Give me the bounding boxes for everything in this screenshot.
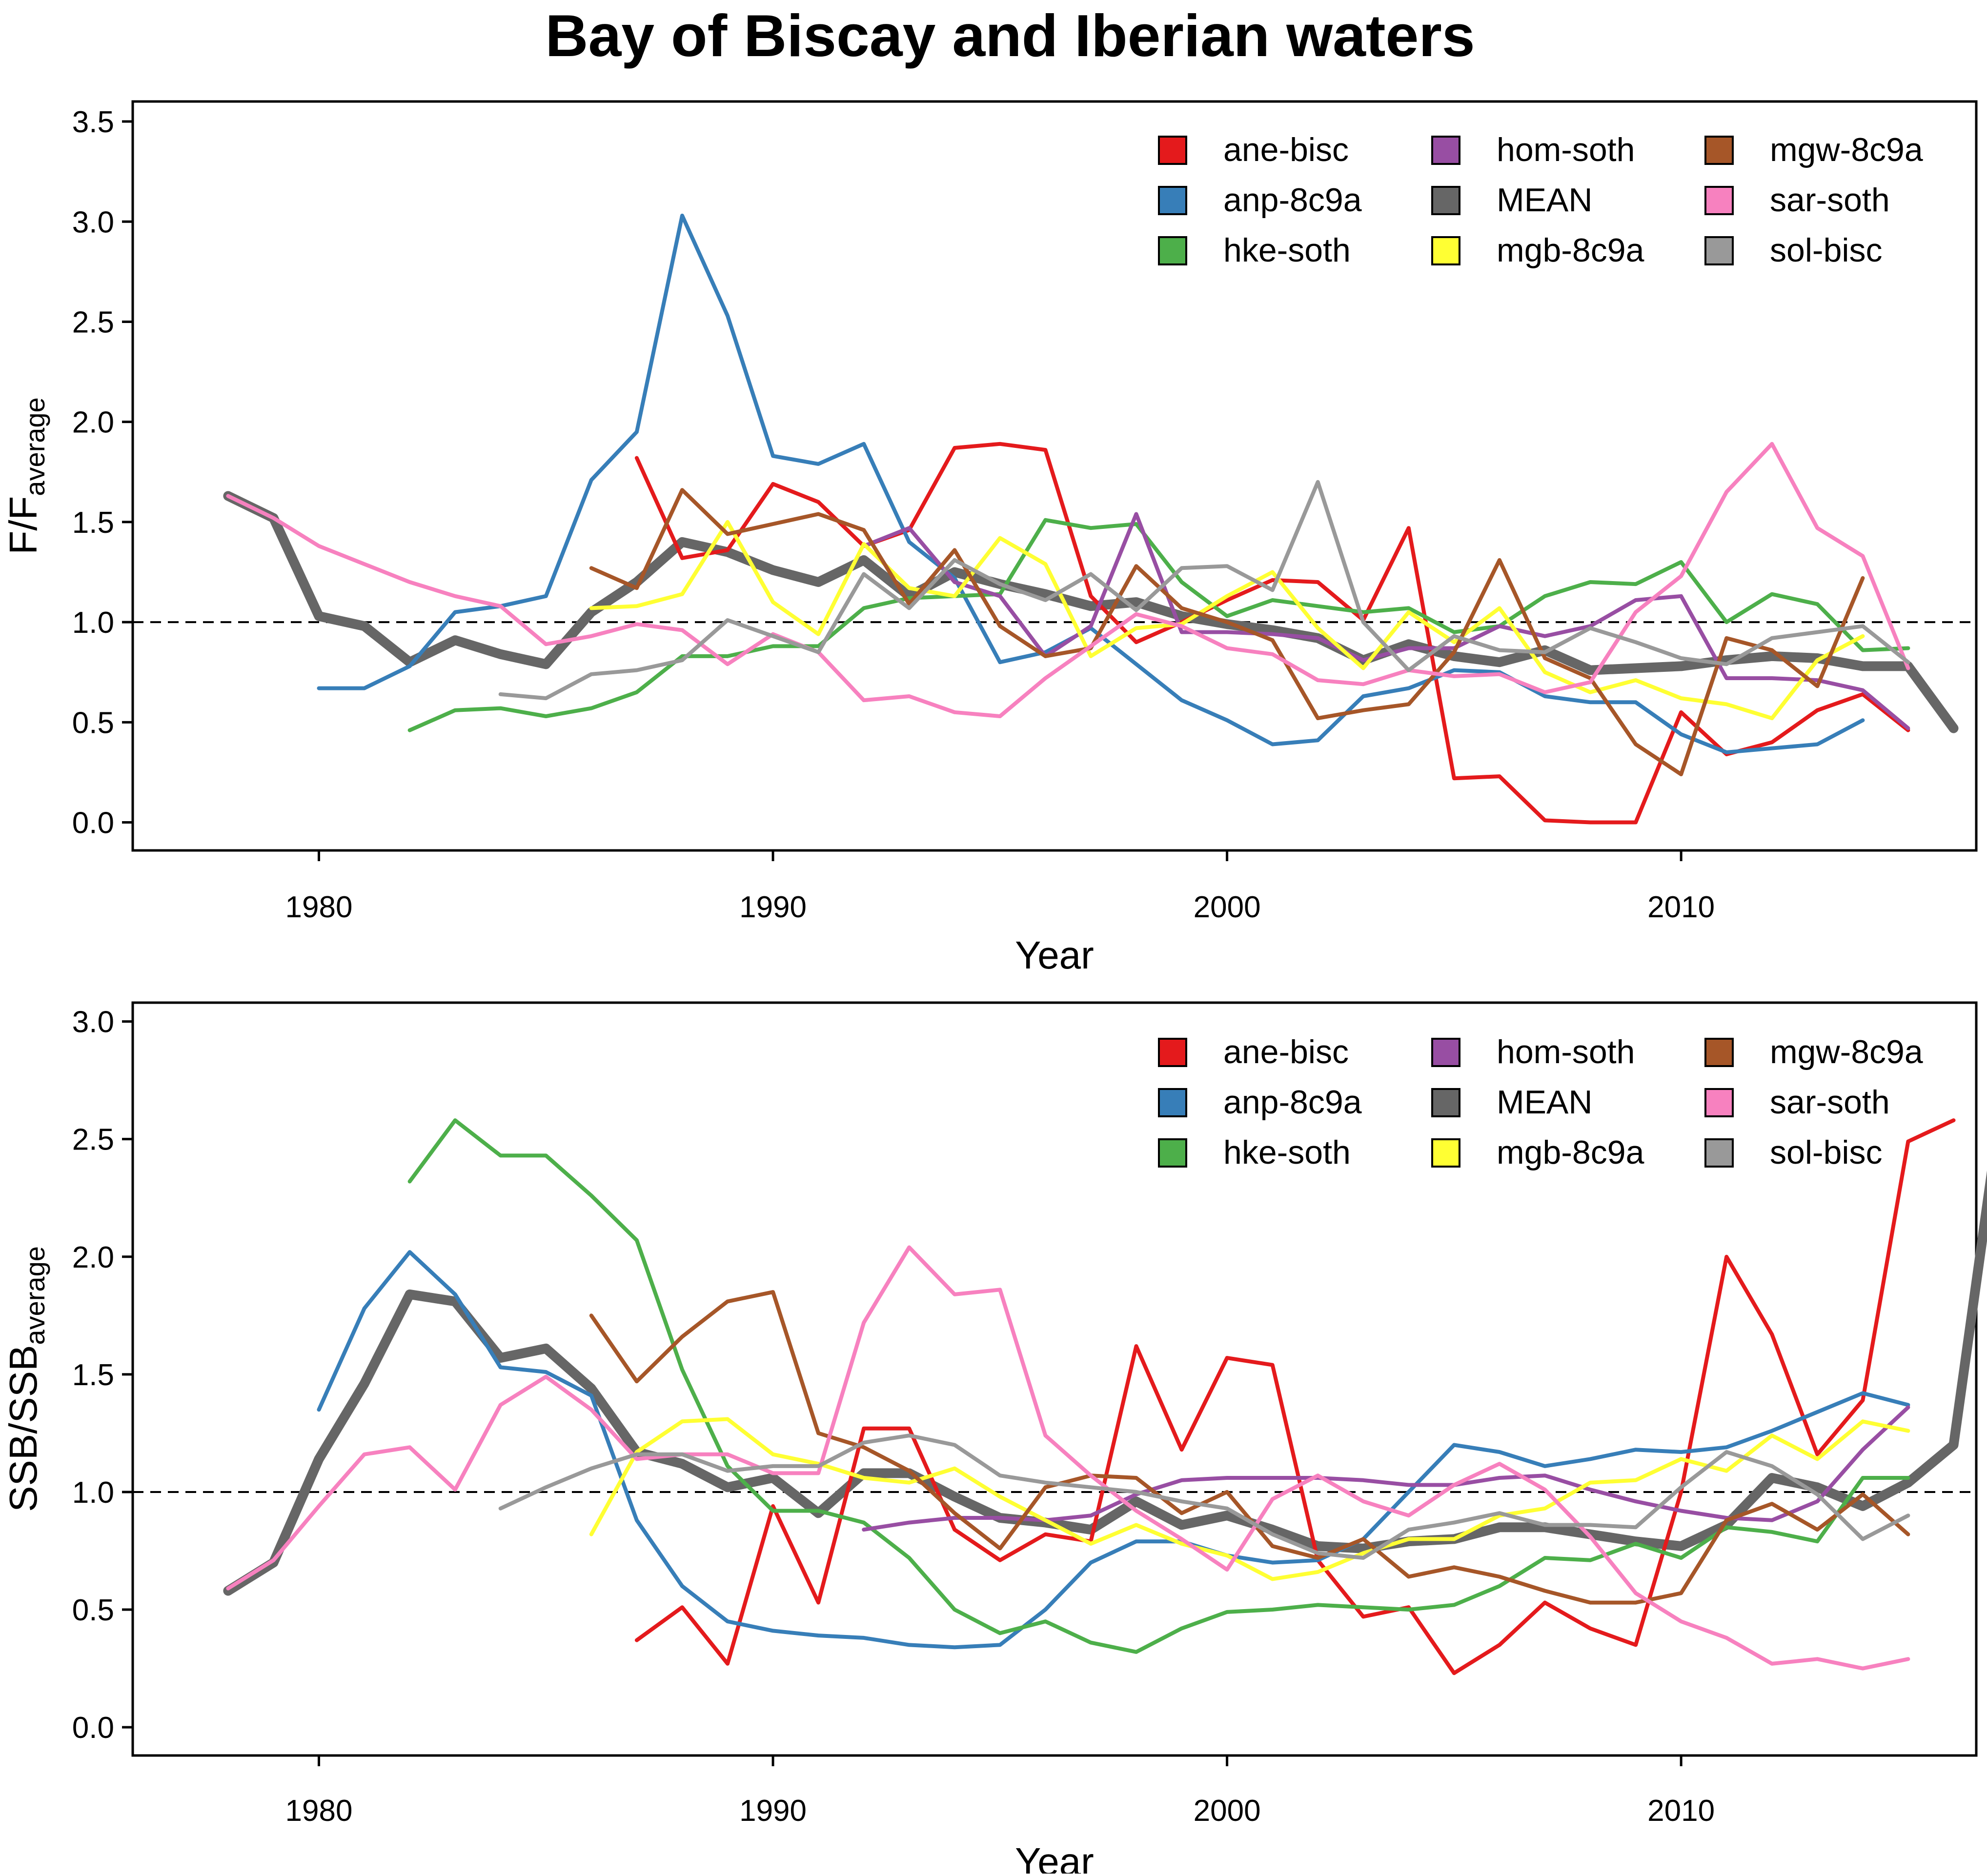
legend-label-sol-bisc: sol-bisc <box>1770 1134 1883 1171</box>
legend-swatch-sol-bisc <box>1704 1138 1734 1168</box>
legend-swatch-mean <box>1431 186 1460 215</box>
legend-swatch-hom-soth <box>1431 1038 1460 1067</box>
legend-label-mean: MEAN <box>1497 1084 1592 1121</box>
y-tick-label: 1.0 <box>72 1476 114 1510</box>
chart-panel-1: 0.0 0.5 1.0 1.5 2.0 2.5 3.0 3.5 1980 1990 2000 2010… <box>1 100 1978 977</box>
legend-swatch-sar-soth <box>1704 186 1734 215</box>
legend-swatch-mgw-8c9a <box>1704 136 1734 165</box>
y-tick-label: 2.0 <box>72 1241 114 1274</box>
legend-label-sar-soth: sar-soth <box>1770 1084 1890 1121</box>
x-tick-label: 1990 <box>739 890 807 924</box>
legend-swatch-mean <box>1431 1088 1460 1117</box>
series-line-mean <box>223 491 1959 733</box>
x-tick-label: 2010 <box>1647 890 1715 924</box>
legend-label-hke-soth: hke-soth <box>1223 232 1351 269</box>
legend-swatch-anp-8c9a <box>1158 186 1187 215</box>
y-tick-label: 2.5 <box>72 305 114 339</box>
y-tick-label: 2.0 <box>72 406 114 440</box>
y-tick-label: 0.5 <box>72 1594 114 1627</box>
x-tick-label: 2000 <box>1194 890 1261 924</box>
y-tick-label: 0.5 <box>72 706 114 740</box>
legend-swatch-sol-bisc <box>1704 236 1734 265</box>
legend-swatch-anp-8c9a <box>1158 1088 1187 1117</box>
x-tick-label: 1980 <box>285 1794 353 1828</box>
legend-label-hom-soth: hom-soth <box>1497 1033 1635 1070</box>
legend-swatch-mgb-8c9a <box>1431 1138 1460 1168</box>
y-axis-label: F/Faverage <box>1 397 50 554</box>
legend-label-anp-8c9a: anp-8c9a <box>1223 1084 1362 1121</box>
legend-swatch-ane-bisc <box>1158 136 1187 165</box>
legend-label-ane-bisc: ane-bisc <box>1223 1033 1349 1070</box>
series-line-mgw-8c9a <box>589 1290 1910 1605</box>
x-axis-label: Year <box>1015 933 1094 977</box>
legend: ane-bisc anp-8c9a hke-soth hom-soth MEAN mgb-… <box>1158 131 1923 269</box>
legend-label-mgb-8c9a: mgb-8c9a <box>1497 232 1644 269</box>
legend-label-hke-soth: hke-soth <box>1223 1134 1351 1171</box>
series-line-sar-soth <box>226 1245 1910 1671</box>
legend-label-hom-soth: hom-soth <box>1497 131 1635 168</box>
legend-swatch-sar-soth <box>1704 1088 1734 1117</box>
y-tick-label: 0.0 <box>72 1711 114 1745</box>
legend-label-sol-bisc: sol-bisc <box>1770 232 1883 269</box>
legend-label-mgb-8c9a: mgb-8c9a <box>1497 1134 1644 1171</box>
legend-label-sar-soth: sar-soth <box>1770 182 1890 219</box>
y-tick-label: 3.0 <box>72 1006 114 1039</box>
x-tick-label: 1980 <box>285 890 353 924</box>
series-line-hom-soth <box>862 512 1910 730</box>
legend-label-mgw-8c9a: mgw-8c9a <box>1770 131 1923 168</box>
y-tick-label: 2.5 <box>72 1123 114 1157</box>
legend-swatch-hke-soth <box>1158 1138 1187 1168</box>
series-line-mgb-8c9a <box>589 1417 1910 1581</box>
plot-frame <box>131 100 1978 852</box>
series-line-sar-soth <box>226 442 1910 718</box>
series-line-hke-soth <box>407 1118 1910 1654</box>
series-line-mean <box>223 1170 1987 1596</box>
series-line-sol-bisc <box>498 480 1910 701</box>
legend-label-ane-bisc: ane-bisc <box>1223 131 1349 168</box>
y-axis-label: SSB/SSBaverage <box>1 1246 50 1512</box>
x-tick-label: 1990 <box>739 1794 807 1828</box>
legend-swatch-mgb-8c9a <box>1431 236 1460 265</box>
series-line-anp-8c9a <box>317 1250 1910 1650</box>
y-tick-label: 3.0 <box>72 205 114 239</box>
plot-frame <box>131 1001 1978 1757</box>
series-line-mgb-8c9a <box>589 520 1865 721</box>
y-tick-label: 0.0 <box>72 807 114 840</box>
chart-panel-2: 0.0 0.5 1.0 1.5 2.0 2.5 3.0 1980 1990 2000 2010 Yea… <box>1 1001 1987 1876</box>
y-tick-label: 1.5 <box>72 1358 114 1392</box>
legend-swatch-hom-soth <box>1431 136 1460 165</box>
series-line-mgw-8c9a <box>589 488 1865 776</box>
legend-label-mgw-8c9a: mgw-8c9a <box>1770 1033 1923 1070</box>
y-tick-label: 3.5 <box>72 105 114 139</box>
y-tick-label: 1.5 <box>72 506 114 540</box>
legend: ane-bisc anp-8c9a hke-soth hom-soth MEAN mgb-… <box>1158 1033 1923 1171</box>
legend-label-mean: MEAN <box>1497 182 1592 219</box>
figure-title: Bay of Biscay and Iberian waters <box>545 2 1475 69</box>
legend-swatch-hke-soth <box>1158 236 1187 265</box>
series-line-ane-bisc <box>634 1118 1956 1675</box>
x-tick-label: 2000 <box>1194 1794 1261 1828</box>
x-axis-label: Year <box>1015 1840 1094 1874</box>
legend-swatch-ane-bisc <box>1158 1038 1187 1067</box>
legend-swatch-mgw-8c9a <box>1704 1038 1734 1067</box>
y-tick-label: 1.0 <box>72 606 114 640</box>
legend-label-anp-8c9a: anp-8c9a <box>1223 182 1362 219</box>
series-line-hke-soth <box>407 518 1910 732</box>
series-line-sol-bisc <box>498 1433 1910 1560</box>
x-tick-label: 2010 <box>1647 1794 1715 1828</box>
